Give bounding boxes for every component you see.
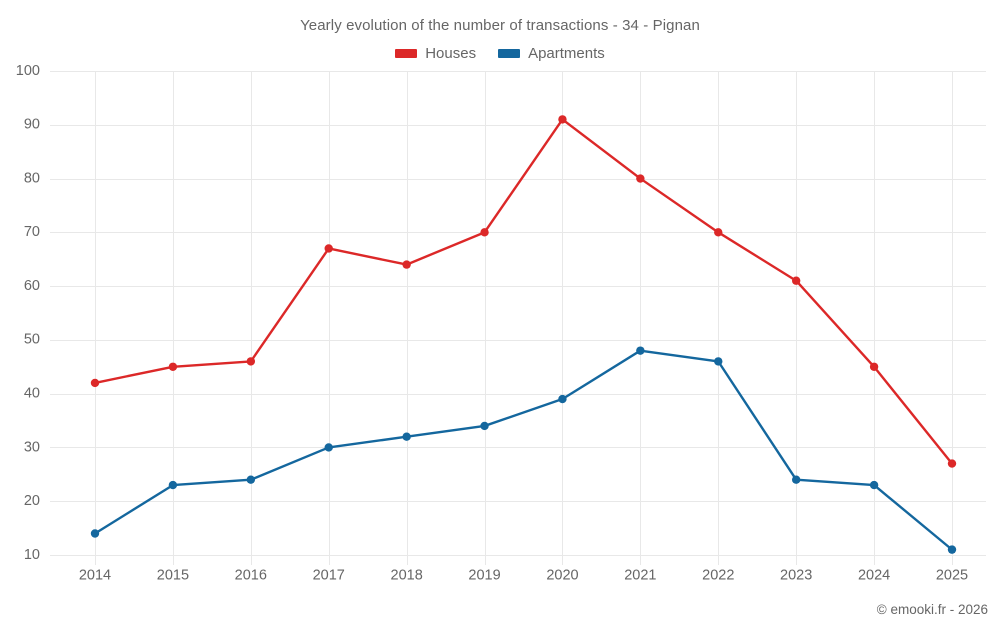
x-tick-label: 2015 [157, 568, 189, 584]
series-line-apartments [93, 349, 954, 551]
y-tick-label: 70 [24, 224, 40, 240]
x-tick-label: 2023 [780, 568, 812, 584]
data-point-apartments[interactable] [558, 394, 567, 404]
data-point-houses[interactable] [480, 228, 489, 237]
data-point-apartments[interactable] [636, 346, 645, 355]
y-axis-tick-labels: 10 20 30 40 50 60 70 80 90 100 [16, 63, 40, 563]
data-point-houses[interactable] [324, 244, 333, 253]
y-tick-label: 90 [24, 117, 40, 133]
x-axis-tick-labels: 2014 2015 2016 2017 2018 2019 2020 2021 2022 2023… [79, 568, 968, 584]
data-point-apartments[interactable] [246, 475, 256, 484]
x-tick-label: 2018 [391, 568, 423, 584]
x-tick-label: 2016 [235, 568, 267, 584]
data-point-houses[interactable] [246, 357, 256, 366]
data-point-apartments[interactable] [791, 475, 801, 484]
x-tick-label: 2019 [468, 568, 500, 584]
x-tick-label: 2025 [936, 568, 968, 584]
data-point-houses[interactable] [636, 174, 645, 183]
legend-swatch-apartments [498, 49, 521, 58]
data-point-houses[interactable] [90, 378, 100, 388]
y-tick-label: 30 [24, 439, 40, 455]
data-point-houses[interactable] [558, 115, 567, 124]
data-point-houses[interactable] [402, 260, 411, 269]
chart-credit: © emooki.fr - 2026 [876, 602, 988, 617]
chart-title: Yearly evolution of the number of transa… [300, 17, 700, 34]
legend-item-houses[interactable]: Houses [395, 45, 476, 62]
y-tick-label: 50 [24, 332, 40, 348]
x-tick-label: 2014 [79, 568, 111, 584]
y-tick-label: 100 [16, 63, 40, 79]
y-tick-label: 20 [24, 493, 40, 509]
data-series-layer [90, 115, 957, 554]
data-point-houses[interactable] [168, 362, 178, 371]
data-point-apartments[interactable] [714, 357, 723, 366]
y-tick-label: 60 [24, 278, 40, 294]
data-point-houses[interactable] [791, 276, 801, 285]
x-tick-label: 2022 [702, 568, 734, 584]
data-point-apartments[interactable] [90, 529, 100, 538]
y-tick-label: 80 [24, 170, 40, 186]
x-tick-label: 2021 [624, 568, 656, 584]
legend-label-houses: Houses [425, 45, 477, 62]
legend-label-apartments: Apartments [528, 45, 605, 62]
data-point-apartments[interactable] [324, 443, 333, 452]
data-point-apartments[interactable] [402, 432, 411, 441]
y-tick-label: 10 [24, 547, 40, 563]
data-point-houses[interactable] [869, 362, 879, 371]
x-tick-label: 2024 [858, 568, 890, 584]
x-tick-label: 2020 [546, 568, 578, 584]
data-point-houses[interactable] [714, 228, 723, 237]
legend-item-apartments[interactable]: Apartments [498, 45, 605, 62]
x-tick-label: 2017 [313, 568, 345, 584]
legend-swatch-houses [395, 49, 418, 58]
data-point-apartments[interactable] [947, 545, 957, 554]
y-tick-label: 40 [24, 385, 40, 401]
data-point-apartments[interactable] [168, 480, 178, 490]
data-point-apartments[interactable] [480, 421, 489, 431]
chart-legend: Houses Apartments [0, 45, 1000, 62]
data-point-houses[interactable] [947, 459, 957, 468]
data-point-apartments[interactable] [869, 480, 879, 490]
gridlines [50, 71, 986, 565]
series-line-houses [93, 118, 954, 465]
